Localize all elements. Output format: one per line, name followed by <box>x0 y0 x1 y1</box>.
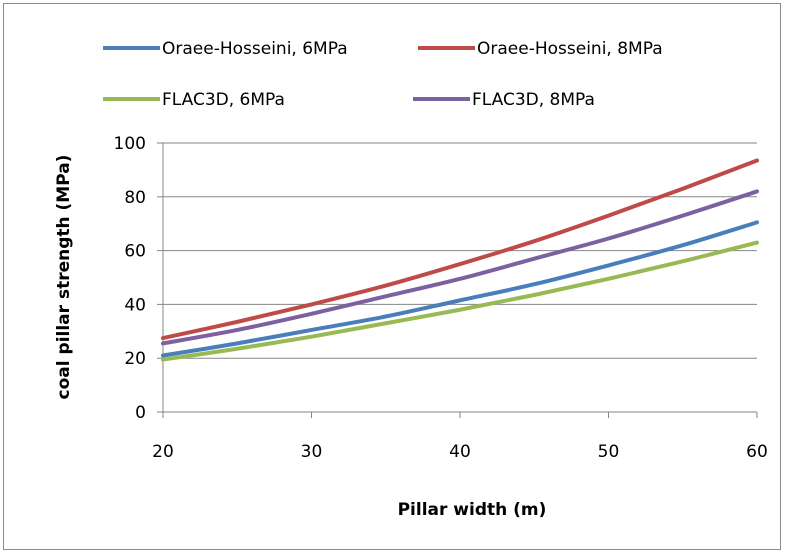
series-line-4 <box>161 189 759 346</box>
series-line-1 <box>161 220 759 358</box>
chart-area <box>3 3 781 550</box>
legend-label-3: FLAC3D, 6MPa <box>162 90 285 110</box>
series-line-3 <box>161 240 759 362</box>
x-tick-label: 50 <box>598 442 620 462</box>
x-tick-label: 40 <box>449 442 471 462</box>
legend-label-4: FLAC3D, 8MPa <box>472 90 595 110</box>
y-tick-label: 100 <box>114 134 146 154</box>
y-tick-label: 20 <box>124 349 146 369</box>
legend-label-2: Oraee-Hosseini, 8MPa <box>477 39 663 59</box>
series-line-2 <box>161 158 759 341</box>
y-tick-label: 80 <box>124 188 146 208</box>
y-tick-label: 40 <box>124 295 146 315</box>
y-tick-label: 60 <box>124 242 146 262</box>
y-axis-title: coal pillar strength (MPa) <box>54 155 74 400</box>
legend-label-1: Oraee-Hosseini, 6MPa <box>162 39 348 59</box>
x-tick-label: 30 <box>301 442 323 462</box>
x-tick-label: 60 <box>746 442 768 462</box>
x-tick-label: 20 <box>152 442 174 462</box>
x-axis-title: Pillar width (m) <box>398 500 547 520</box>
y-tick-label: 0 <box>135 403 146 423</box>
